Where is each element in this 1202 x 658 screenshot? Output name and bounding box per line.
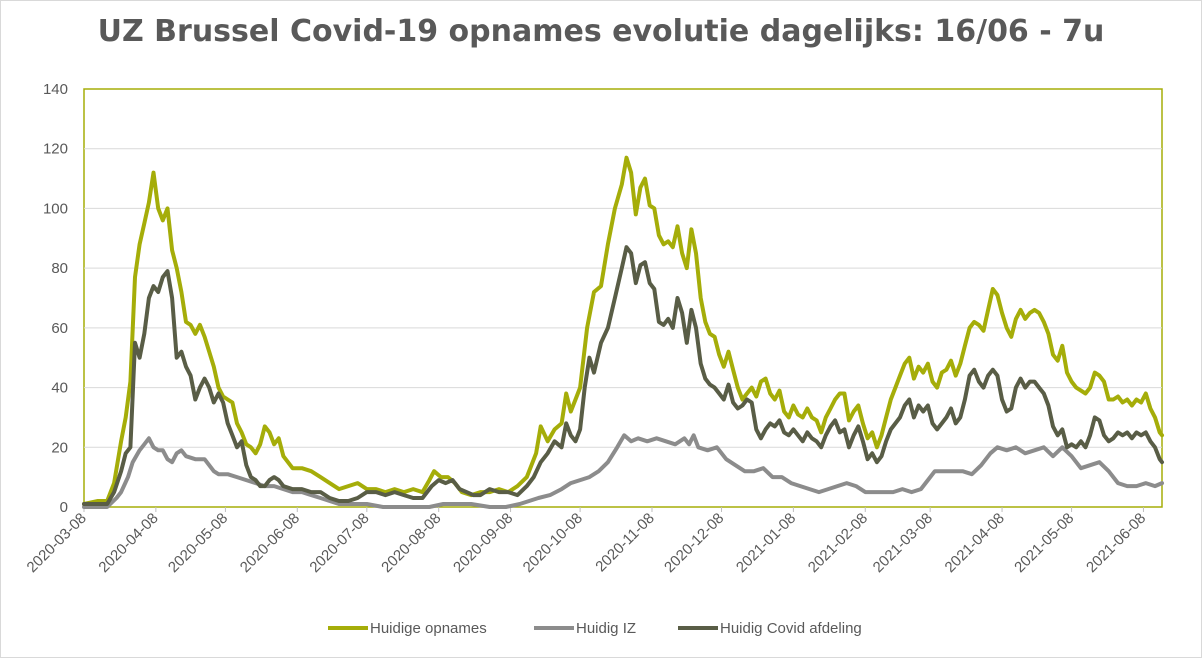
y-tick-label: 100 [43, 200, 68, 217]
y-tick-label: 60 [51, 320, 68, 337]
x-tick-label: 2020-05-08 [165, 510, 231, 576]
x-tick-label: 2020-11-08 [592, 510, 657, 575]
y-tick-label: 40 [51, 380, 68, 397]
series-line-2 [82, 433, 1164, 509]
legend-label: Huidig IZ [576, 620, 636, 637]
series-line-1 [82, 155, 1164, 506]
y-tick-label: 20 [51, 439, 68, 456]
chart-title: UZ Brussel Covid-19 opnames evolutie dag… [97, 14, 1105, 49]
y-tick-label: 0 [60, 499, 68, 516]
x-tick-label: 2020-07-08 [306, 510, 372, 576]
series-group [82, 155, 1164, 509]
x-tick-label: 2020-04-08 [95, 510, 161, 576]
y-tick-label: 120 [43, 141, 68, 158]
x-tick-label: 2021-03-08 [870, 510, 936, 576]
x-tick-label: 2020-12-08 [661, 510, 727, 576]
legend-label: Huidig Covid afdeling [720, 620, 862, 637]
legend-label: Huidige opnames [370, 620, 487, 637]
legend: Huidige opnames Huidig IZ Huidig Covid afd… [328, 620, 862, 637]
x-tick-label: 2020-09-08 [450, 510, 516, 576]
x-tick-label: 2020-10-08 [520, 510, 586, 576]
y-tick-label: 140 [43, 81, 68, 98]
series-line-3 [82, 245, 1164, 506]
y-tick-label: 80 [51, 260, 68, 277]
x-tick-label: 2021-02-08 [805, 510, 871, 576]
y-axis-ticks: 0 20 40 60 80 100 120 140 [43, 81, 68, 516]
x-tick-label: 2021-01-08 [733, 510, 799, 576]
x-tick-label: 2020-03-08 [24, 510, 90, 576]
x-axis-ticks: 2020-03-08 2020-04-08 2020-05-08 2020-06-08… [24, 507, 1149, 576]
x-tick-label: 2021-05-08 [1011, 510, 1077, 576]
x-tick-label: 2021-06-08 [1083, 510, 1149, 576]
x-tick-label: 2020-06-08 [237, 510, 303, 576]
x-tick-label: 2020-08-08 [378, 510, 444, 576]
x-tick-label: 2021-04-08 [942, 510, 1008, 576]
